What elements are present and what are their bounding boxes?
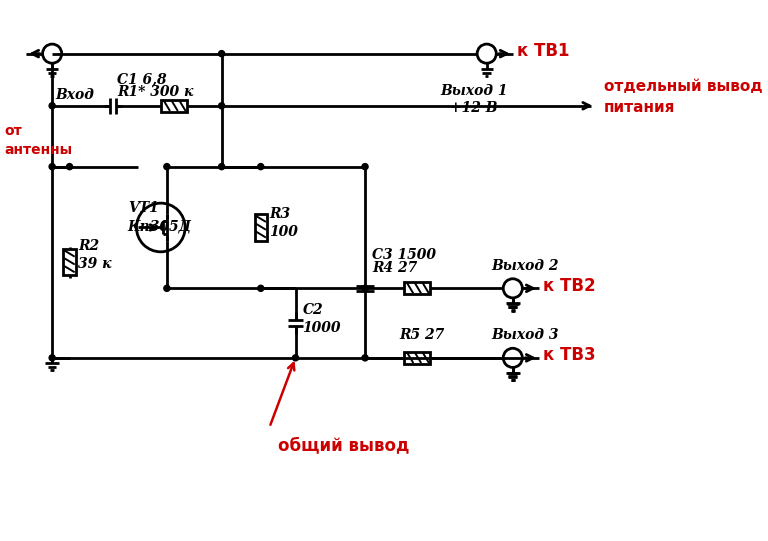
Circle shape — [362, 285, 368, 292]
Text: Вход: Вход — [55, 88, 94, 102]
Text: C1 6,8: C1 6,8 — [118, 72, 167, 87]
Text: от
антенны: от антенны — [5, 124, 72, 157]
Bar — [64, 249, 75, 275]
Text: R1* 300 к: R1* 300 к — [118, 85, 194, 99]
Circle shape — [49, 163, 55, 170]
Text: VT1
Кп305Д: VT1 Кп305Д — [127, 201, 192, 234]
Bar — [404, 282, 430, 294]
Text: C2
1000: C2 1000 — [303, 302, 341, 335]
Circle shape — [49, 355, 55, 361]
Circle shape — [164, 285, 170, 292]
Circle shape — [49, 103, 55, 109]
Circle shape — [362, 163, 368, 170]
Text: Выход 2: Выход 2 — [491, 259, 558, 273]
Bar — [161, 100, 187, 112]
Text: R4 27: R4 27 — [372, 261, 417, 275]
Circle shape — [219, 103, 225, 109]
Text: общий вывод: общий вывод — [278, 436, 409, 454]
Text: Выход 3: Выход 3 — [491, 328, 558, 342]
Circle shape — [67, 163, 72, 170]
Circle shape — [293, 355, 299, 361]
Text: R3
100: R3 100 — [270, 207, 298, 239]
Bar — [255, 214, 266, 241]
Text: отдельный вывод
питания: отдельный вывод питания — [604, 79, 763, 115]
Text: к ТВ3: к ТВ3 — [543, 346, 596, 364]
Circle shape — [219, 163, 225, 170]
Text: R5 27: R5 27 — [400, 328, 445, 342]
Text: к ТВ1: к ТВ1 — [517, 42, 570, 60]
Circle shape — [258, 163, 263, 170]
Text: к ТВ2: к ТВ2 — [543, 276, 596, 295]
Text: Выход 1
+12 В: Выход 1 +12 В — [440, 84, 508, 115]
Circle shape — [362, 355, 368, 361]
Circle shape — [219, 51, 225, 57]
Circle shape — [258, 285, 263, 292]
Text: R2
39 к: R2 39 к — [78, 239, 111, 272]
Bar — [404, 352, 430, 364]
Text: C3 1500: C3 1500 — [372, 248, 436, 262]
Circle shape — [164, 163, 170, 170]
